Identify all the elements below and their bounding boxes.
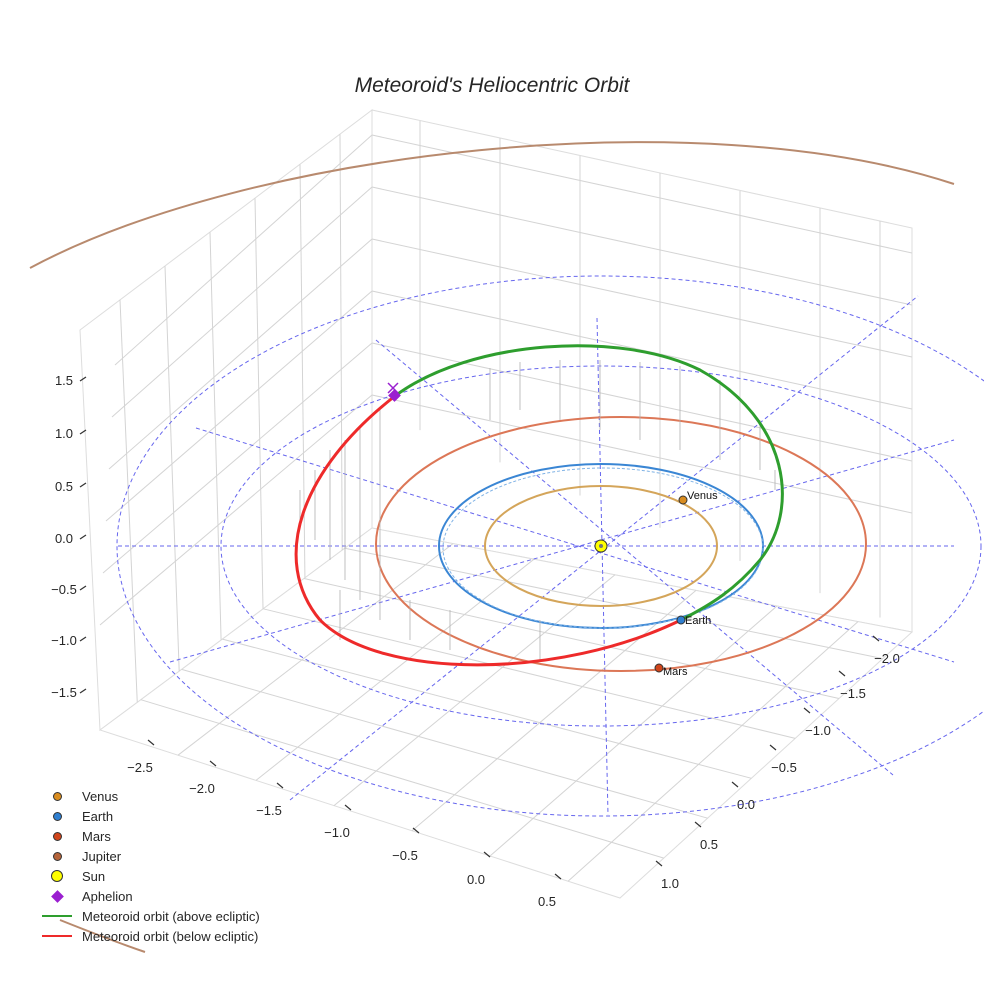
mars-orbit [375, 416, 867, 672]
y-tick-mark [694, 821, 702, 828]
z-tick-mark [79, 688, 87, 694]
venus-marker [678, 495, 688, 505]
legend-label: Venus [82, 788, 119, 804]
legend-label: Earth [82, 808, 114, 824]
y-tick-mark [872, 635, 880, 642]
mars-marker [654, 663, 664, 673]
venus-label: Venus [687, 490, 718, 502]
y-axis-ticks: −2.0 −1.5 −1.0 −0.5 0.0 0.5 1.0 [655, 635, 900, 891]
y-tick-label: −0.5 [771, 760, 797, 775]
y-tick-label: −2.0 [874, 651, 900, 666]
legend-item: Aphelion [36, 886, 260, 906]
x-tick-mark [344, 804, 352, 811]
z-tick-mark [79, 534, 87, 540]
gridlines [99, 121, 913, 882]
legend-label: Meteoroid orbit (above ecliptic) [82, 908, 260, 924]
legend-item: Earth [36, 806, 260, 826]
z-tick-label: −1.5 [51, 685, 77, 700]
legend-item: Meteoroid orbit (above ecliptic) [36, 906, 260, 926]
jupiter-orbit-lower [59, 919, 146, 953]
x-tick-label: −1.0 [324, 825, 350, 840]
earth-label: Earth [685, 615, 711, 627]
earth-marker [676, 615, 686, 625]
legend-item: Venus [36, 786, 260, 806]
x-tick-label: −1.5 [256, 803, 282, 818]
aphelion-marker [387, 382, 401, 402]
legend-label: Aphelion [82, 888, 133, 904]
legend: Venus Earth Mars Jupiter Sun Aphelion Meteoroi… [36, 786, 260, 946]
z-tick-mark [79, 636, 87, 642]
y-tick-label: −1.5 [840, 686, 866, 701]
y-tick-label: −1.0 [805, 723, 831, 738]
axis-panes [79, 108, 914, 899]
meteoroid-orbit-below [294, 394, 684, 667]
y-tick-mark [838, 670, 846, 677]
legend-item: Sun [36, 866, 260, 886]
meteoroid-orbit-above [394, 344, 784, 621]
x-tick-mark [209, 760, 217, 767]
z-tick-mark [79, 482, 87, 488]
legend-label: Mars [82, 828, 111, 844]
legend-item: Jupiter [36, 846, 260, 866]
legend-marker [36, 786, 78, 806]
legend-marker [36, 926, 78, 946]
mars-label: Mars [663, 666, 688, 678]
x-tick-mark [554, 873, 562, 880]
legend-marker [36, 806, 78, 826]
y-tick-mark [655, 860, 663, 867]
y-tick-mark [803, 707, 811, 714]
x-tick-label: −0.5 [392, 848, 418, 863]
legend-label: Jupiter [82, 848, 122, 864]
y-tick-label: 1.0 [661, 876, 679, 891]
z-tick-label: 0.5 [55, 479, 73, 494]
legend-item: Meteoroid orbit (below ecliptic) [36, 926, 260, 946]
z-tick-label: −1.0 [51, 633, 77, 648]
y-tick-mark [731, 781, 739, 788]
x-tick-label: −2.5 [127, 760, 153, 775]
legend-item: Mars [36, 826, 260, 846]
z-axis-ticks: 1.5 1.0 0.5 0.0 −0.5 −1.0 −1.5 [51, 373, 87, 700]
x-tick-mark [483, 851, 491, 858]
drop-lines [299, 360, 776, 660]
legend-label: Sun [82, 868, 106, 884]
z-tick-mark [79, 376, 87, 382]
x-tick-mark [412, 827, 420, 834]
legend-marker [36, 826, 78, 846]
chart-title: Meteoroid's Heliocentric Orbit [354, 74, 630, 97]
z-tick-mark [79, 429, 87, 435]
venus-orbit [484, 485, 718, 607]
y-tick-label: 0.0 [737, 797, 755, 812]
z-tick-label: 0.0 [55, 531, 73, 546]
legend-marker [36, 846, 78, 866]
z-tick-label: −0.5 [51, 582, 77, 597]
z-tick-label: 1.5 [55, 373, 73, 388]
earth-orbit-2 [442, 467, 764, 629]
x-tick-mark [276, 782, 284, 789]
legend-marker [36, 906, 78, 926]
x-tick-label: 0.0 [467, 872, 485, 887]
x-tick-mark [147, 739, 155, 746]
z-tick-label: 1.0 [55, 426, 73, 441]
sun-core [599, 544, 603, 548]
x-tick-label: −2.0 [189, 781, 215, 796]
jupiter-orbit [29, 141, 955, 269]
x-tick-label: 0.5 [538, 894, 556, 909]
y-tick-mark [769, 744, 777, 751]
y-tick-label: 0.5 [700, 837, 718, 852]
legend-marker [36, 886, 78, 906]
legend-marker [36, 866, 78, 886]
z-tick-mark [79, 585, 87, 591]
legend-label: Meteoroid orbit (below ecliptic) [82, 928, 259, 944]
x-axis-ticks: −2.5 −2.0 −1.5 −1.0 −0.5 0.0 0.5 [127, 739, 562, 909]
